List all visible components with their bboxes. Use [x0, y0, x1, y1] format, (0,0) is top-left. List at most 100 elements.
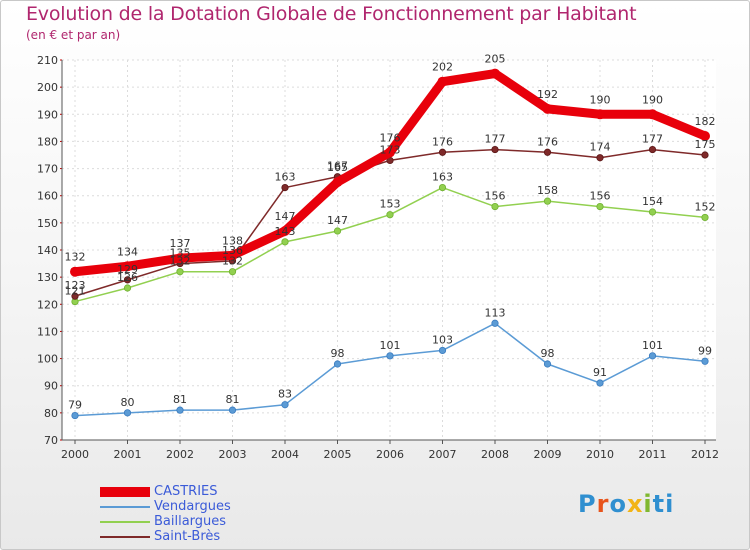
data-label-castries-2001: 134 [117, 245, 138, 258]
data-label-saint-bres-2004: 163 [275, 171, 296, 184]
point-baillargues-2010 [596, 202, 604, 211]
point-saint-bres-2010 [596, 154, 604, 162]
data-label-castries-2000: 132 [65, 251, 86, 264]
point-baillargues-2011 [648, 208, 657, 216]
point-saint-bres-2012 [701, 151, 709, 159]
logo-letter: r [596, 490, 610, 518]
x-tick-label-2011: 2011 [639, 448, 667, 461]
data-label-baillargues-2001: 126 [117, 271, 138, 284]
y-tick-label-180: 180 [37, 135, 58, 148]
chart-subtitle: (en € et par an) [26, 28, 121, 42]
data-label-castries-2008: 205 [485, 53, 506, 66]
point-castries-2003 [227, 250, 238, 261]
legend-item-saint-bres: Saint-Brès [100, 529, 231, 544]
data-label-baillargues-2007: 163 [432, 171, 453, 184]
x-tick-label-2012: 2012 [691, 448, 719, 461]
data-label-castries-2002: 137 [170, 237, 191, 250]
point-vendargues-2001 [123, 409, 132, 417]
point-baillargues-2002 [176, 268, 184, 276]
point-baillargues-2008 [491, 202, 499, 211]
data-label-vendargues-2003: 81 [226, 393, 240, 406]
data-label-baillargues-2012: 152 [695, 200, 716, 213]
data-label-castries-2003: 138 [222, 234, 243, 247]
legend-item-vendargues: Vendargues [100, 499, 231, 514]
point-vendargues-2011 [648, 352, 657, 360]
point-saint-bres-2004 [281, 183, 289, 192]
y-tick-label-150: 150 [37, 217, 58, 230]
x-tick-label-2010: 2010 [586, 448, 614, 461]
data-label-vendargues-2011: 101 [642, 339, 663, 352]
point-saint-bres-2011 [648, 145, 657, 154]
data-label-saint-bres-2012: 175 [695, 138, 716, 151]
data-label-castries-2012: 182 [695, 115, 716, 128]
point-vendargues-2003 [228, 406, 237, 414]
legend-label-saint-bres: Saint-Brès [154, 529, 221, 544]
legend-item-baillargues: Baillargues [100, 514, 231, 529]
data-label-saint-bres-2009: 176 [537, 135, 558, 148]
axis-layer: 7080901001101201301401501601701801902002… [37, 54, 719, 461]
data-label-saint-bres-2001: 129 [117, 263, 138, 276]
data-label-castries-2005: 165 [327, 161, 348, 174]
data-label-vendargues-2000: 79 [68, 399, 82, 412]
data-label-vendargues-2007: 103 [432, 333, 453, 346]
logo-letter: o [609, 490, 627, 518]
point-baillargues-2012 [701, 213, 709, 222]
legend-swatch-baillargues [100, 520, 150, 523]
point-baillargues-2009 [543, 197, 552, 205]
point-vendargues-2000 [71, 411, 79, 420]
point-saint-bres-2001 [123, 276, 132, 284]
legend-label-baillargues: Baillargues [154, 514, 227, 529]
y-tick-label-90: 90 [44, 380, 58, 393]
legend-swatch-saint-bres [100, 535, 150, 538]
point-vendargues-2005 [333, 360, 342, 368]
data-label-saint-bres-2008: 177 [485, 133, 506, 146]
point-castries-2010 [595, 109, 605, 120]
series-layer [70, 68, 710, 420]
proxiti-logo: Proxiti [578, 490, 674, 518]
x-tick-label-2004: 2004 [271, 448, 299, 461]
point-castries-2011 [647, 109, 658, 120]
point-vendargues-2008 [491, 319, 499, 327]
x-tick-label-2003: 2003 [219, 448, 247, 461]
data-label-saint-bres-2003: 136 [222, 244, 243, 257]
point-vendargues-2010 [596, 379, 604, 387]
data-label-vendargues-2008: 113 [485, 306, 506, 319]
point-baillargues-2004 [281, 238, 289, 246]
x-tick-label-2007: 2007 [429, 448, 457, 461]
legend-item-castries: CASTRIES [100, 484, 231, 499]
y-tick-label-170: 170 [37, 163, 58, 176]
data-label-saint-bres-2007: 176 [432, 135, 453, 148]
point-castries-2004 [280, 226, 290, 236]
point-baillargues-2003 [228, 268, 237, 276]
data-label-castries-2004: 147 [275, 210, 296, 223]
point-vendargues-2007 [438, 346, 447, 355]
data-label-castries-2006: 176 [380, 131, 401, 144]
data-label-castries-2009: 192 [537, 88, 558, 101]
y-tick-label-100: 100 [37, 353, 58, 366]
legend-swatch-castries [100, 486, 150, 497]
data-label-baillargues-2003: 132 [222, 255, 243, 268]
logo-letter: P [578, 490, 597, 518]
point-saint-bres-2000 [71, 292, 79, 300]
data-label-saint-bres-2000: 123 [65, 279, 86, 292]
data-label-vendargues-2002: 81 [173, 393, 187, 406]
x-tick-label-2005: 2005 [324, 448, 352, 461]
point-baillargues-2005 [333, 227, 342, 235]
data-label-baillargues-2010: 156 [590, 190, 611, 203]
point-vendargues-2012 [701, 357, 709, 365]
point-castries-2009 [542, 103, 553, 114]
data-label-saint-bres-2002: 135 [170, 247, 191, 260]
y-tick-label-210: 210 [37, 54, 58, 67]
y-tick-label-160: 160 [37, 190, 58, 203]
y-tick-label-140: 140 [37, 244, 58, 257]
point-vendargues-2002 [176, 406, 184, 414]
x-tick-label-2008: 2008 [481, 448, 509, 461]
point-castries-2006 [385, 147, 395, 158]
data-label-vendargues-2006: 101 [380, 339, 401, 352]
data-label-saint-bres-2006: 173 [380, 143, 401, 156]
point-saint-bres-2007 [438, 148, 447, 156]
x-tick-label-2006: 2006 [376, 448, 404, 461]
data-label-saint-bres-2005: 167 [327, 160, 348, 173]
legend-label-vendargues: Vendargues [154, 499, 231, 514]
y-tick-label-200: 200 [37, 81, 58, 94]
